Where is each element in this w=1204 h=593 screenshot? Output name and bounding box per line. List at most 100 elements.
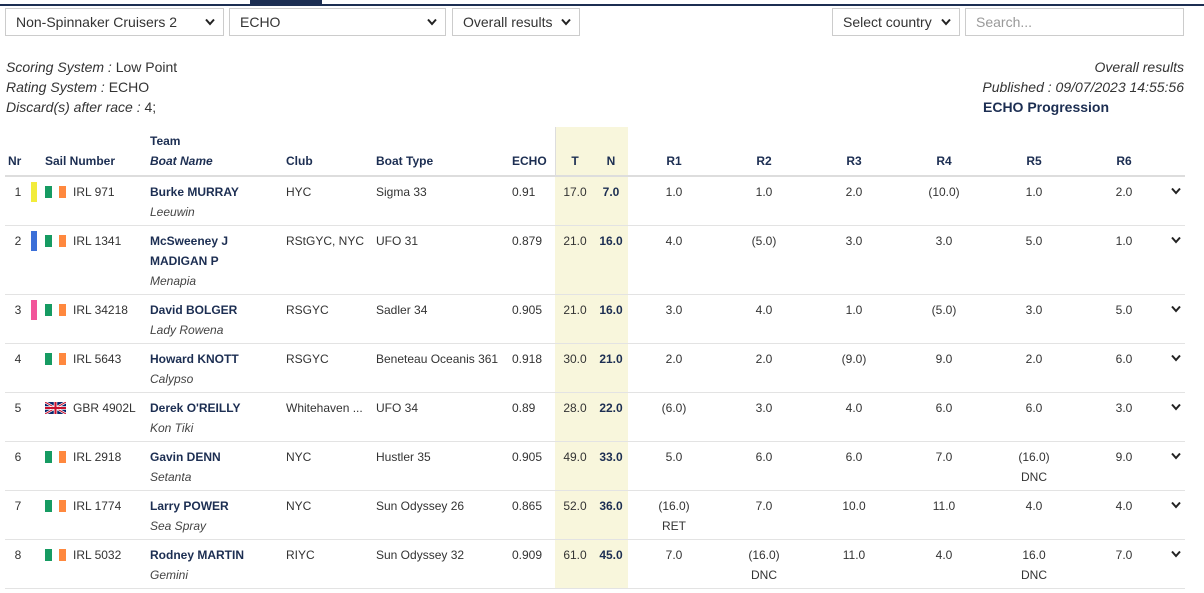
sail-number: IRL 1341 <box>73 234 122 248</box>
rating: 0.89 <box>512 401 536 415</box>
race-score: 4.0 <box>845 401 863 415</box>
filter-value: Non-Spinnaker Cruisers 2 <box>16 14 178 30</box>
top-rule <box>0 4 1204 6</box>
race-score: 2.0 <box>755 352 773 366</box>
race-score: 5.0 <box>665 450 683 464</box>
row-number: 4 <box>14 352 22 366</box>
boat-name: Sea Spray <box>150 519 207 533</box>
header-divider <box>555 127 556 177</box>
summary-title: Overall results <box>1094 59 1184 75</box>
boat-color <box>31 300 37 320</box>
info-label: Rating System : <box>6 79 105 95</box>
row-number: 1 <box>14 185 22 199</box>
tn-highlight <box>555 127 628 589</box>
filter-select[interactable]: ECHO <box>229 8 446 36</box>
filter-select[interactable]: Overall results <box>452 8 580 36</box>
race-score: 4.0 <box>1025 499 1043 513</box>
net: 22.0 <box>599 401 623 415</box>
net: 7.0 <box>602 185 620 199</box>
summary-published: Published : 09/07/2023 14:55:56 <box>982 79 1184 95</box>
column-header: Team <box>150 134 181 148</box>
column-header: Boat Type <box>376 154 434 168</box>
expand-row[interactable] <box>1171 236 1183 246</box>
row-rule <box>5 294 1185 295</box>
boat-name: Lady Rowena <box>150 323 224 337</box>
rating: 0.91 <box>512 185 536 199</box>
expand-row[interactable] <box>1171 354 1183 364</box>
filter-select[interactable]: Select country <box>832 8 960 36</box>
race-score: 1.0 <box>845 303 863 317</box>
team-name: Rodney MARTIN <box>150 548 244 562</box>
race-code: DNC <box>1021 568 1047 582</box>
team-name: Burke MURRAY <box>150 185 239 199</box>
row-number: 2 <box>14 234 22 248</box>
row-number: 5 <box>14 401 22 415</box>
rating: 0.879 <box>512 234 543 248</box>
race-score: (5.0) <box>751 234 777 248</box>
row-rule <box>5 392 1185 393</box>
column-header: ECHO <box>512 154 547 168</box>
filter-select[interactable]: Non-Spinnaker Cruisers 2 <box>5 8 224 36</box>
race-score: 6.0 <box>1115 352 1133 366</box>
column-header: Nr <box>8 154 22 168</box>
row-number: 7 <box>14 499 22 513</box>
boat-type: UFO 31 <box>376 234 419 248</box>
race-score: 1.0 <box>1025 185 1043 199</box>
team-name: Larry POWER <box>150 499 229 513</box>
team-name: Howard KNOTT <box>150 352 239 366</box>
sail-number: IRL 5032 <box>73 548 122 562</box>
flag <box>45 304 66 316</box>
boat-name: Leeuwin <box>150 205 195 219</box>
race-score: 4.0 <box>935 548 953 562</box>
race-score: 3.0 <box>755 401 773 415</box>
rating: 0.909 <box>512 548 543 562</box>
race-score: 2.0 <box>1025 352 1043 366</box>
expand-row[interactable] <box>1171 452 1183 462</box>
race-score: 3.0 <box>1025 303 1043 317</box>
race-score: 6.0 <box>935 401 953 415</box>
team-name: Gavin DENN <box>150 450 221 464</box>
race-score: 1.0 <box>1115 234 1133 248</box>
info-value: ECHO <box>108 79 150 95</box>
column-header: Boat Name <box>150 154 213 168</box>
race-score: 3.0 <box>665 303 683 317</box>
race-score: 6.0 <box>1025 401 1043 415</box>
expand-row[interactable] <box>1171 305 1183 315</box>
active-tab[interactable] <box>250 0 322 6</box>
column-header: T <box>571 154 579 168</box>
boat-type: Sun Odyssey 32 <box>376 548 465 562</box>
info-line: Scoring System : Low Point <box>6 59 177 76</box>
total: 21.0 <box>563 303 587 317</box>
expand-row[interactable] <box>1171 550 1183 560</box>
column-header: R5 <box>1026 154 1042 168</box>
expand-row[interactable] <box>1171 187 1183 197</box>
rating: 0.905 <box>512 450 543 464</box>
team-name: David BOLGER <box>150 303 238 317</box>
search-box[interactable]: Search... <box>965 8 1184 36</box>
sail-number: IRL 1774 <box>73 499 122 513</box>
expand-row[interactable] <box>1171 501 1183 511</box>
row-rule <box>5 225 1185 226</box>
race-score: 7.0 <box>1115 548 1133 562</box>
team-name: McSweeney J <box>150 234 229 248</box>
race-score: 2.0 <box>845 185 863 199</box>
rating: 0.865 <box>512 499 543 513</box>
race-score: 11.0 <box>932 499 956 513</box>
rating: 0.905 <box>512 303 543 317</box>
info-value: 4; <box>144 99 157 115</box>
boat-type: UFO 34 <box>376 401 419 415</box>
club: RStGYC, NYC <box>286 234 365 248</box>
race-code: RET <box>662 519 686 533</box>
header-rule <box>5 175 1185 177</box>
race-score: (10.0) <box>928 185 960 199</box>
team-name: MADIGAN P <box>150 254 219 268</box>
race-score: 4.0 <box>665 234 683 248</box>
club: NYC <box>286 499 312 513</box>
progression-link[interactable]: ECHO Progression <box>983 99 1110 115</box>
flag <box>45 186 66 198</box>
expand-row[interactable] <box>1171 403 1183 413</box>
row-rule <box>5 441 1185 442</box>
total: 17.0 <box>563 185 587 199</box>
row-number: 6 <box>14 450 22 464</box>
